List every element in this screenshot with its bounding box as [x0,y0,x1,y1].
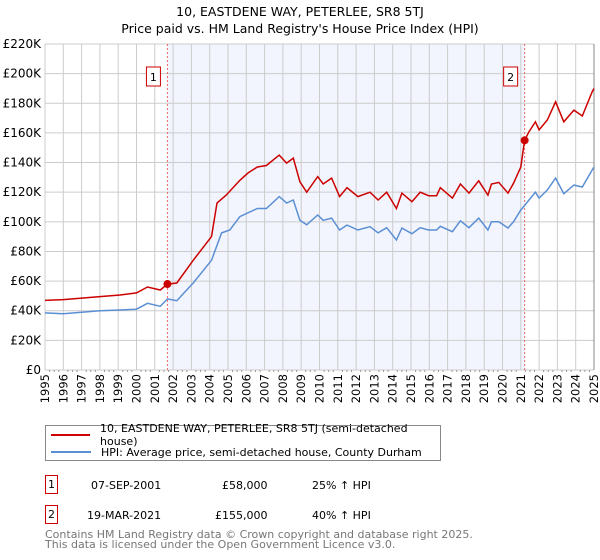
y-tick-label: £180K [3,96,43,110]
x-tick-label: 2011 [331,374,345,403]
x-tick-label: 2010 [313,374,327,403]
legend-item-property: 10, EASTDENE WAY, PETERLEE, SR8 5TJ (sem… [51,422,440,448]
x-tick-label: 2006 [239,374,253,403]
legend-label: 10, EASTDENE WAY, PETERLEE, SR8 5TJ (sem… [100,422,408,448]
x-tick-label: 2016 [422,374,436,403]
x-tick-label: 2014 [386,374,400,403]
marker-badge-1 [145,66,161,87]
licence-text: This data is licensed under the Open Gov… [45,538,396,551]
y-tick-label: £220K [3,37,43,51]
legend-label: HPI: Average price, semi-detached house,… [101,445,422,459]
chart-subtitle: Price paid vs. HM Land Registry's House … [121,21,479,36]
x-tick-label: 2005 [221,374,235,403]
x-tick-label: 2004 [203,374,217,403]
transaction-hpi: 25% ↑ HPI [312,479,371,492]
x-tick-label: 1998 [93,374,107,403]
x-tick-label: 2003 [184,374,198,403]
x-tick-label: 2009 [294,374,308,403]
x-tick-label: 2018 [459,374,473,403]
x-tick-label: 2008 [276,374,290,403]
x-tick-label: 2002 [166,374,180,403]
transaction-row: 2 19-MAR-2021 £155,000 40% ↑ HPI [45,505,445,527]
x-tick-label: 1999 [111,374,125,403]
y-tick-label: £120K [3,185,43,199]
x-tick-label: 2019 [477,374,491,403]
x-tick-label: 2015 [404,374,418,403]
y-tick-label: £60K [10,274,42,288]
x-tick-label: 2022 [532,374,546,403]
marker-badge: 2 [45,505,58,524]
sale-point-2 [520,136,529,145]
x-tick-label: 2025 [587,374,600,403]
chart-title: 10, EASTDENE WAY, PETERLEE, SR8 5TJ [176,4,424,19]
y-tick-label: £160K [3,126,43,140]
x-tick-label: 2021 [514,374,528,403]
x-tick-label: 2013 [367,374,381,403]
chart-legend: 10, EASTDENE WAY, PETERLEE, SR8 5TJ (sem… [45,422,441,461]
transaction-row: 1 07-SEP-2001 £58,000 25% ↑ HPI [45,475,445,497]
sale-point-1 [163,280,172,289]
x-tick-label: 1997 [75,374,89,403]
legend-swatch-red [51,434,91,436]
transaction-price: £155,000 [215,509,268,522]
y-tick-label: £140K [3,156,43,170]
transaction-hpi: 40% ↑ HPI [312,509,371,522]
y-tick-label: £80K [10,244,42,258]
x-tick-label: 2007 [258,374,272,403]
x-tick-label: 2012 [349,374,363,403]
y-tick-label: £100K [3,215,43,229]
y-tick-label: £0 [26,363,41,377]
x-tick-label: 1996 [56,374,70,403]
transaction-date: 19-MAR-2021 [87,509,162,522]
transaction-price: £58,000 [222,479,268,492]
marker-label: 2 [507,71,514,84]
legend-item-hpi: HPI: Average price, semi-detached house,… [51,444,422,460]
x-tick-label: 2017 [441,374,455,403]
legend-swatch-blue [51,451,91,453]
y-tick-label: £200K [3,67,43,81]
x-tick-label: 2024 [569,374,583,403]
hpi-line [44,166,595,315]
marker-label: 1 [150,71,157,84]
y-tick-label: £40K [10,304,42,318]
x-tick-label: 1995 [38,374,52,403]
price-chart: £0 £20K £40K £60K £80K £100K £120K £140K £160K £1… [3,37,600,403]
x-tick-label: 2001 [148,374,162,403]
footer: Contains HM Land Registry data © Crown c… [45,528,473,551]
x-tick-label: 2023 [550,374,564,403]
ownership-period-shade [167,44,525,370]
transaction-date: 07-SEP-2001 [91,479,162,492]
x-tick-label: 2000 [130,374,144,403]
x-tick-label: 2020 [496,374,510,403]
copyright-text: Contains HM Land Registry data © Crown c… [45,528,473,541]
marker-badge-2 [503,66,519,87]
y-tick-label: £20K [10,333,42,347]
marker-badge: 1 [45,475,58,494]
